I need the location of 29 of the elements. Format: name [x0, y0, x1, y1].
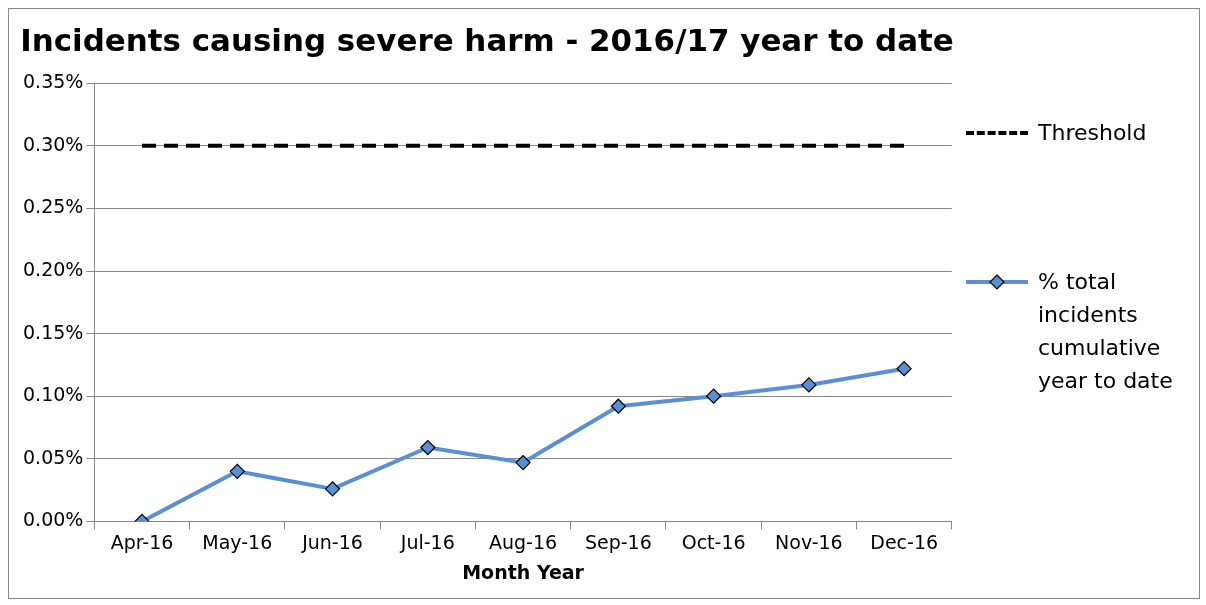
point [229, 463, 245, 479]
x-tick-label: Oct-16 [681, 530, 746, 553]
point [801, 377, 817, 393]
point [420, 439, 436, 456]
y-tick-label: 0.35% [23, 70, 84, 93]
x-tick-label: Dec-16 [870, 530, 939, 553]
point [515, 454, 531, 471]
x-tick-label: Nov-16 [775, 530, 843, 553]
point [610, 398, 626, 414]
y-tick-label: 0.05% [23, 445, 84, 468]
point [706, 388, 722, 404]
legend-label: Threshold [1038, 119, 1147, 147]
x-tick-label: Jul-16 [399, 530, 455, 553]
y-tick-label: 0.15% [23, 320, 84, 343]
legend-label: % total incidents cumulative year to date [1038, 268, 1174, 395]
y-tick-label: 0.20% [23, 257, 84, 280]
x-tick-label: May-16 [202, 530, 273, 553]
chart-title: Incidents causing severe harm - 2016/17 year to date [20, 21, 954, 58]
x-tick-label: Aug-16 [489, 530, 558, 553]
y-tick-label: 0.30% [23, 132, 84, 155]
point [896, 361, 912, 377]
x-axis-title: Month Year [462, 560, 585, 583]
x-tick-label: Jun-16 [301, 530, 363, 553]
y-tick-label: 0.10% [23, 383, 84, 406]
y-tick-label: 0.25% [23, 195, 84, 218]
point [324, 481, 341, 497]
x-tick-label: Sep-16 [584, 530, 652, 553]
y-tick-label: 0.00% [23, 508, 84, 531]
x-tick-label: Apr-16 [110, 530, 174, 553]
